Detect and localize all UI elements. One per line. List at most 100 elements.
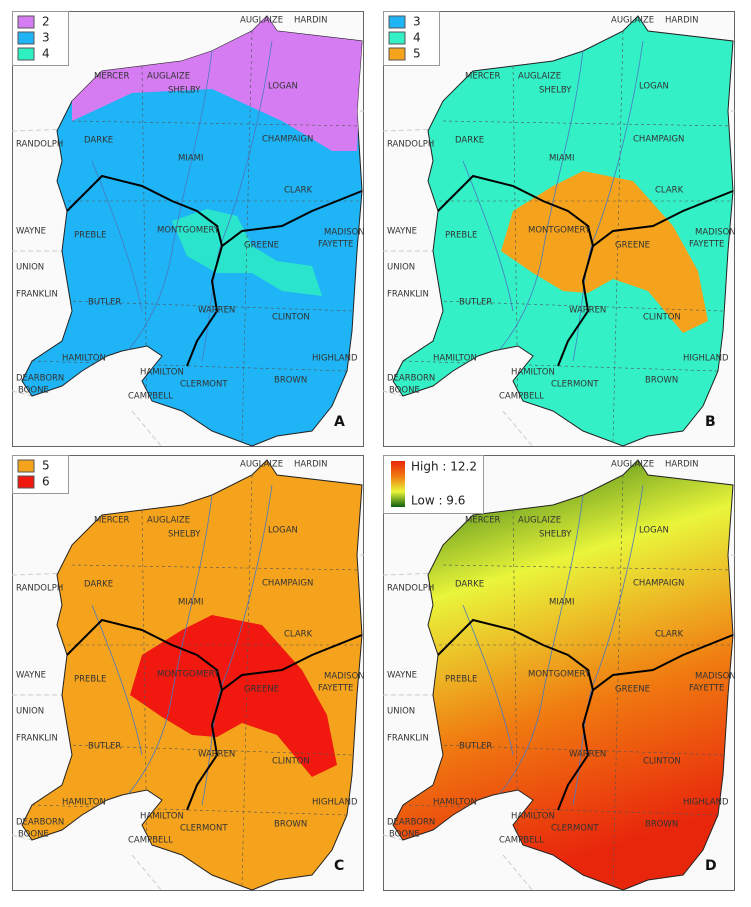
county-label: GREENE bbox=[615, 685, 650, 695]
panel-letter: B bbox=[705, 414, 716, 430]
county-label: LOGAN bbox=[268, 526, 298, 536]
county-label: HARDIN bbox=[294, 16, 328, 26]
county-label: UNION bbox=[387, 263, 415, 273]
county-label: CLINTON bbox=[272, 757, 310, 767]
county-label: AUGLAIZE bbox=[240, 460, 283, 470]
county-label: CLERMONT bbox=[551, 824, 599, 834]
county-label: HIGHLAND bbox=[683, 798, 729, 808]
county-label: CAMPBELL bbox=[128, 392, 173, 402]
county-label: PREBLE bbox=[445, 231, 477, 241]
county-label: MONTGOMERY bbox=[157, 670, 220, 680]
legend-swatch bbox=[388, 31, 406, 45]
county-label: LOGAN bbox=[639, 82, 669, 92]
county-label: CHAMPAIGN bbox=[262, 135, 313, 145]
county-label: MERCER bbox=[94, 72, 129, 82]
county-label: WAYNE bbox=[387, 671, 417, 681]
zones bbox=[72, 16, 362, 296]
county-lines bbox=[402, 474, 733, 886]
county-label: FRANKLIN bbox=[16, 734, 58, 744]
county-label: BROWN bbox=[645, 376, 678, 386]
map-panel: 3 4 5 AUGLAIZE HARDIN MERCER AUGLAIZE SHELBY LOG… bbox=[382, 11, 736, 448]
county-label: BUTLER bbox=[459, 742, 492, 752]
county-label: MADISON bbox=[324, 228, 365, 238]
legend-label: 2 bbox=[42, 15, 50, 29]
county-label: AUGLAIZE bbox=[518, 72, 561, 82]
county-label: MADISON bbox=[324, 672, 365, 682]
county-label: SHELBY bbox=[539, 86, 572, 96]
county-lines bbox=[31, 30, 362, 442]
county-label: CLERMONT bbox=[551, 380, 599, 390]
county-label: FAYETTE bbox=[689, 684, 724, 694]
county-label: MIAMI bbox=[549, 598, 575, 608]
panel-letter: D bbox=[705, 858, 717, 874]
basin bbox=[392, 459, 734, 891]
legend-label: 5 bbox=[413, 47, 421, 61]
county-label: MADISON bbox=[695, 228, 736, 238]
county-label: MIAMI bbox=[549, 154, 575, 164]
county-label: MERCER bbox=[94, 516, 129, 526]
county-label: FRANKLIN bbox=[387, 290, 429, 300]
county-label: MONTGOMERY bbox=[157, 226, 220, 236]
county-label: BROWN bbox=[645, 820, 678, 830]
county-label: PREBLE bbox=[74, 675, 106, 685]
county-label: HAMILTON bbox=[511, 812, 555, 822]
subbasin-boundary bbox=[437, 618, 734, 811]
legend-swatch bbox=[17, 31, 35, 45]
county-label: HARDIN bbox=[665, 460, 699, 470]
county-label: RANDOLPH bbox=[16, 140, 63, 150]
county-label: GREENE bbox=[615, 241, 650, 251]
county-label: PREBLE bbox=[74, 231, 106, 241]
legend-high: High : 12.2 bbox=[411, 460, 477, 474]
map-panel: 2 3 4 AUGLAIZE HARDIN MERCER AUGLAIZE SHELBY LOG… bbox=[11, 11, 365, 448]
legend-swatch bbox=[17, 47, 35, 61]
zone bbox=[172, 209, 322, 296]
county-label: WARREN bbox=[569, 306, 606, 316]
county-label: FAYETTE bbox=[318, 240, 353, 250]
county-label: MONTGOMERY bbox=[528, 226, 591, 236]
background-borders bbox=[11, 110, 364, 448]
county-label: WARREN bbox=[569, 750, 606, 760]
county-label: BUTLER bbox=[88, 742, 121, 752]
county-label: WARREN bbox=[198, 306, 235, 316]
county-label: PREBLE bbox=[445, 675, 477, 685]
county-label: CLARK bbox=[284, 630, 313, 640]
zones bbox=[130, 615, 337, 777]
legend-swatch bbox=[388, 47, 406, 61]
county-label: FRANKLIN bbox=[16, 290, 58, 300]
county-label: BOONE bbox=[389, 830, 420, 840]
county-label: HARDIN bbox=[665, 16, 699, 26]
county-label: GREENE bbox=[244, 241, 279, 251]
county-label: WAYNE bbox=[16, 227, 46, 237]
county-label: CLINTON bbox=[643, 313, 681, 323]
county-label: HAMILTON bbox=[62, 354, 106, 364]
county-label: BUTLER bbox=[88, 298, 121, 308]
legend-swatch bbox=[388, 15, 406, 29]
county-label: MERCER bbox=[465, 72, 500, 82]
zone bbox=[130, 615, 337, 777]
county-label: CLERMONT bbox=[180, 380, 228, 390]
county-label: CLARK bbox=[655, 186, 684, 196]
legend-label: 3 bbox=[42, 31, 50, 45]
county-label: CLARK bbox=[284, 186, 313, 196]
legend-label: 4 bbox=[413, 31, 421, 45]
county-label: MIAMI bbox=[178, 598, 204, 608]
county-label: BOONE bbox=[18, 386, 49, 396]
county-label: CHAMPAIGN bbox=[262, 579, 313, 589]
background-borders bbox=[382, 554, 735, 892]
county-label: AUGLAIZE bbox=[611, 16, 654, 26]
county-label: AUGLAIZE bbox=[147, 72, 190, 82]
county-label: CAMPBELL bbox=[499, 392, 544, 402]
county-label: DEARBORN bbox=[387, 818, 435, 828]
zone bbox=[72, 16, 362, 151]
county-label: DARKE bbox=[84, 136, 113, 146]
panel-letter: C bbox=[334, 858, 344, 874]
county-label: AUGLAIZE bbox=[147, 516, 190, 526]
county-label: CHAMPAIGN bbox=[633, 135, 684, 145]
legend-low: Low : 9.6 bbox=[411, 494, 465, 508]
county-label: CAMPBELL bbox=[499, 836, 544, 846]
county-label: MERCER bbox=[465, 516, 500, 526]
county-label: UNION bbox=[387, 707, 415, 717]
county-lines bbox=[31, 474, 362, 886]
legend-ramp bbox=[391, 461, 405, 507]
county-label: MADISON bbox=[695, 672, 736, 682]
